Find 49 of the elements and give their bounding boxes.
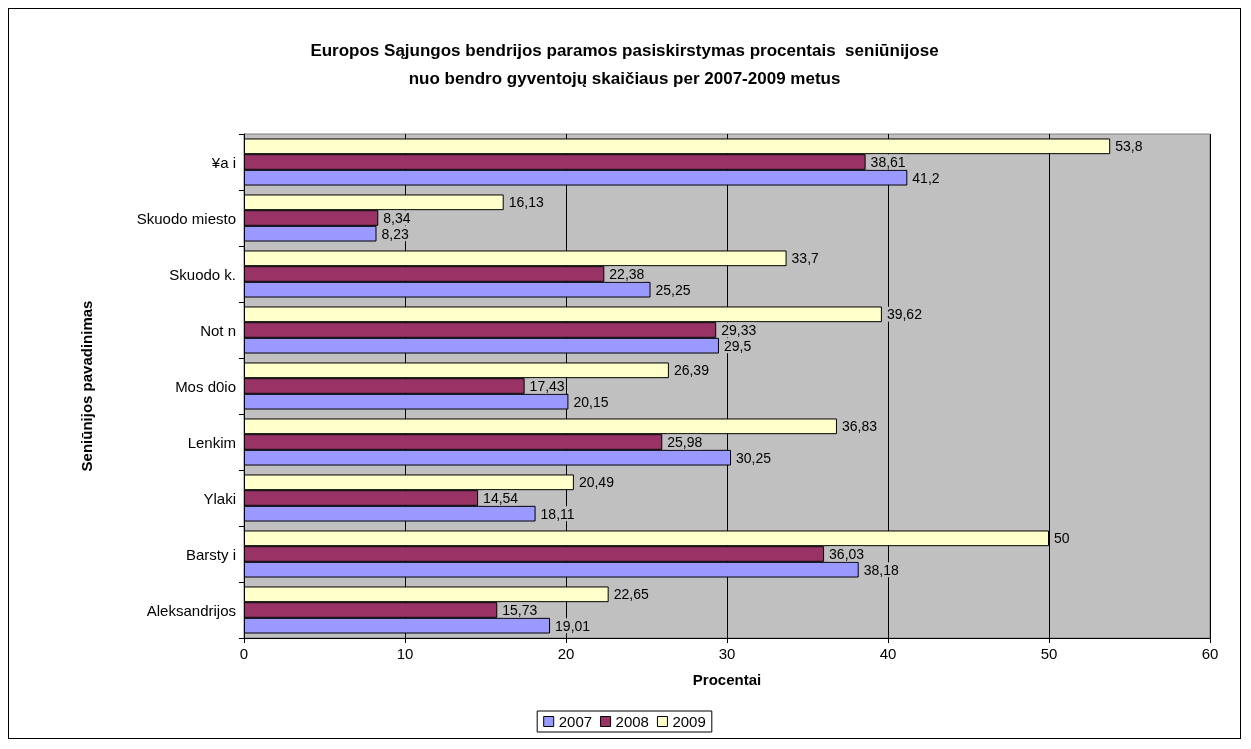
x-tick-label: 50 [1040,645,1058,662]
y-tick-label: ¥a i [210,153,236,171]
data-label: 30,25 [736,449,772,466]
legend-label: 2007 [558,713,593,730]
x-tick-label: 0 [239,645,249,662]
data-label: 50 [1054,530,1070,547]
x-tick-label: 10 [396,645,414,662]
y-tick-label: Ylaki [203,489,236,507]
legend-label: 2008 [615,713,649,730]
y-tick-label: Not n [200,321,236,339]
data-label: 53,8 [1115,138,1143,155]
x-tick-label: 40 [879,645,897,662]
data-label: 25,98 [667,434,703,450]
y-axis-title: Seniūnijos pavadinimas [78,300,95,472]
data-label: 29,33 [721,322,757,338]
data-label: 22,38 [609,266,645,282]
data-label: 41,2 [912,169,940,186]
data-label: 39,62 [886,306,923,323]
data-label: 33,7 [791,250,820,267]
y-tick-label: Skuodo k. [169,265,236,283]
data-label: 18,11 [540,505,575,522]
y-tick-label: Skuodo miesto [136,209,236,227]
y-tick-label: Barsty i [185,545,236,563]
y-tick-label: Mos d0io [175,377,236,395]
data-label: 8,34 [383,210,411,226]
data-label: 20,15 [573,393,609,410]
y-tick-label: Aleksandrijos [146,601,236,619]
x-axis-title: Procentai [692,671,762,688]
chart-title: Europos Sąjungos bendrijos paramos pasiskirstymas procentais seniūnijose nuo bendro gyventojų skaičiaus per 2007-2009 metus [310,40,939,88]
data-label: 38,18 [863,561,899,578]
data-label: 8,23 [381,225,409,242]
legend-label: 2009 [672,713,706,730]
data-label: 38,61 [870,154,906,170]
data-label: 25,25 [655,281,691,298]
x-tick-label: 60 [1201,645,1219,662]
data-label: 16,13 [508,194,544,211]
y-tick-label: Lenkim [187,433,236,451]
x-tick-label: 30 [718,645,736,662]
data-label: 19,01 [555,617,591,634]
data-label: 22,65 [613,586,649,603]
data-label: 29,5 [723,337,752,354]
data-label: 15,73 [502,602,538,618]
data-label: 36,83 [841,418,878,435]
data-label: 26,39 [673,362,710,379]
data-label: 20,49 [578,474,615,491]
data-label: 17,43 [529,378,565,394]
data-label: 36,03 [829,546,865,562]
data-label: 14,54 [483,490,519,506]
x-tick-label: 20 [557,645,575,662]
